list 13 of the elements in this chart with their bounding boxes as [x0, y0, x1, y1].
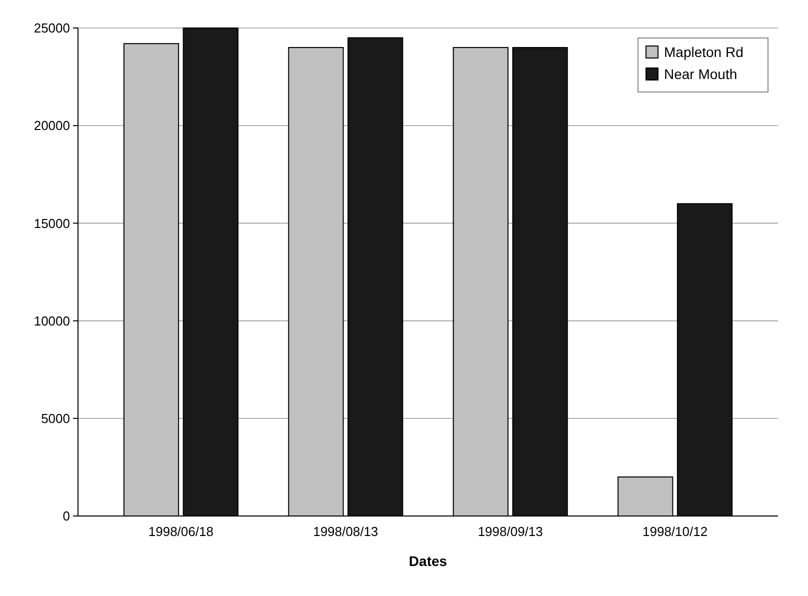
y-tick-label: 25000: [34, 20, 70, 36]
y-tick-label: 15000: [34, 216, 70, 231]
x-tick-label: 1998/10/12: [642, 524, 708, 539]
x-tick-label: 1998/08/13: [313, 524, 378, 539]
y-tick-label: 10000: [34, 313, 70, 328]
legend-label: Mapleton Rd: [664, 44, 744, 60]
x-tick-label: 1998/09/13: [478, 524, 543, 539]
x-tick-label: 1998/06/18: [148, 524, 214, 539]
legend-label: Near Mouth: [664, 66, 738, 82]
y-tick-label: 20000: [34, 118, 70, 134]
y-tick-label: 0: [62, 508, 70, 524]
y-tick-label: 5000: [41, 410, 70, 426]
x-axis-title: Dates: [408, 553, 448, 569]
